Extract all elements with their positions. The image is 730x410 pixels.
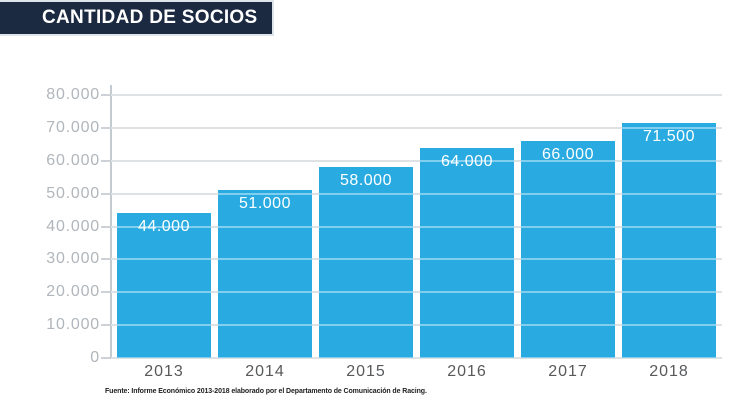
- x-axis-label: 2015: [346, 363, 386, 380]
- x-axis-label: 2018: [649, 363, 689, 380]
- y-axis-tick: [101, 357, 110, 359]
- x-axis-label: 2013: [144, 363, 184, 380]
- gridline: [111, 127, 722, 129]
- bar-value-label: 51.000: [239, 195, 291, 212]
- bar-2013: 44.000: [117, 213, 211, 358]
- gridline: [111, 324, 722, 326]
- y-axis-tick: [101, 160, 110, 162]
- chart-title: CANTIDAD DE SOCIOS: [42, 7, 258, 28]
- bar-value-label: 58.000: [340, 172, 392, 189]
- chart-title-banner: CANTIDAD DE SOCIOS: [0, 0, 274, 36]
- gridline-overlay: [111, 226, 722, 228]
- gridline: [111, 226, 722, 228]
- x-axis-label: 2016: [447, 363, 487, 380]
- y-axis-tick: [101, 127, 110, 129]
- bar-2014: 51.000: [218, 190, 312, 358]
- bar-value-label: 44.000: [138, 218, 190, 235]
- y-axis-line: [110, 85, 112, 359]
- y-axis-tick-label: 10.000: [46, 316, 100, 333]
- bar-2016: 64.000: [420, 148, 514, 358]
- x-axis-label: 2017: [548, 363, 588, 380]
- gridline-overlay: [111, 324, 722, 326]
- y-axis-tick-label: 40.000: [46, 218, 100, 235]
- y-axis-tick: [101, 193, 110, 195]
- gridline-overlay: [111, 160, 722, 162]
- plot-area: 44.000 51.000 58.000 64.000 66.000 71.500: [111, 94, 722, 359]
- y-axis-tick: [101, 94, 110, 96]
- bar-value-label: 71.500: [643, 128, 695, 145]
- y-axis-tick: [101, 324, 110, 326]
- y-axis-tick-label: 60.000: [46, 152, 100, 169]
- y-axis-tick-label: 20.000: [46, 283, 100, 300]
- bar-2018: 71.500: [622, 123, 716, 358]
- gridline: [111, 291, 722, 293]
- gridline-overlay: [111, 258, 722, 260]
- bar-value-label: 64.000: [441, 153, 493, 170]
- y-axis-tick-label: 0: [90, 349, 100, 366]
- gridline-overlay: [111, 357, 722, 359]
- gridline: [111, 193, 722, 195]
- gridline: [111, 160, 722, 162]
- x-axis-label: 2014: [245, 363, 285, 380]
- gridline-overlay: [111, 291, 722, 293]
- gridline: [111, 357, 722, 359]
- y-axis-tick-label: 50.000: [46, 185, 100, 202]
- source-note: Fuente: Informe Económico 2013-2018 elab…: [105, 388, 427, 395]
- gridline-overlay: [111, 127, 722, 129]
- gridline-overlay: [111, 94, 722, 96]
- y-axis-tick-label: 30.000: [46, 250, 100, 267]
- bar-value-label: 66.000: [542, 146, 594, 163]
- y-axis-tick-label: 70.000: [46, 119, 100, 136]
- y-axis-tick: [101, 258, 110, 260]
- bar-2015: 58.000: [319, 167, 413, 358]
- y-axis-tick: [101, 291, 110, 293]
- gridline: [111, 258, 722, 260]
- y-axis-tick-label: 80.000: [46, 86, 100, 103]
- gridline-overlay: [111, 193, 722, 195]
- y-axis-tick: [101, 226, 110, 228]
- bar-2017: 66.000: [521, 141, 615, 358]
- gridline: [111, 94, 722, 96]
